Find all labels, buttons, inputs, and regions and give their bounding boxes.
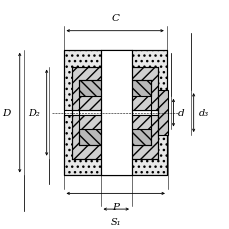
Text: D: D xyxy=(2,109,11,117)
Bar xyxy=(63,115,166,176)
Circle shape xyxy=(104,74,128,98)
Polygon shape xyxy=(72,67,157,111)
Text: d₃: d₃ xyxy=(198,109,208,117)
Polygon shape xyxy=(157,91,167,135)
Circle shape xyxy=(104,128,128,152)
Polygon shape xyxy=(79,81,150,96)
Text: d: d xyxy=(177,109,184,117)
Text: B₁: B₁ xyxy=(109,105,120,114)
Bar xyxy=(63,51,166,176)
Text: C: C xyxy=(111,14,119,23)
Text: P: P xyxy=(112,202,119,211)
Polygon shape xyxy=(79,130,150,145)
Bar xyxy=(100,51,131,176)
Text: S₁: S₁ xyxy=(111,217,121,226)
Polygon shape xyxy=(72,115,157,159)
Bar xyxy=(63,51,166,111)
Text: D₂: D₂ xyxy=(28,109,40,117)
